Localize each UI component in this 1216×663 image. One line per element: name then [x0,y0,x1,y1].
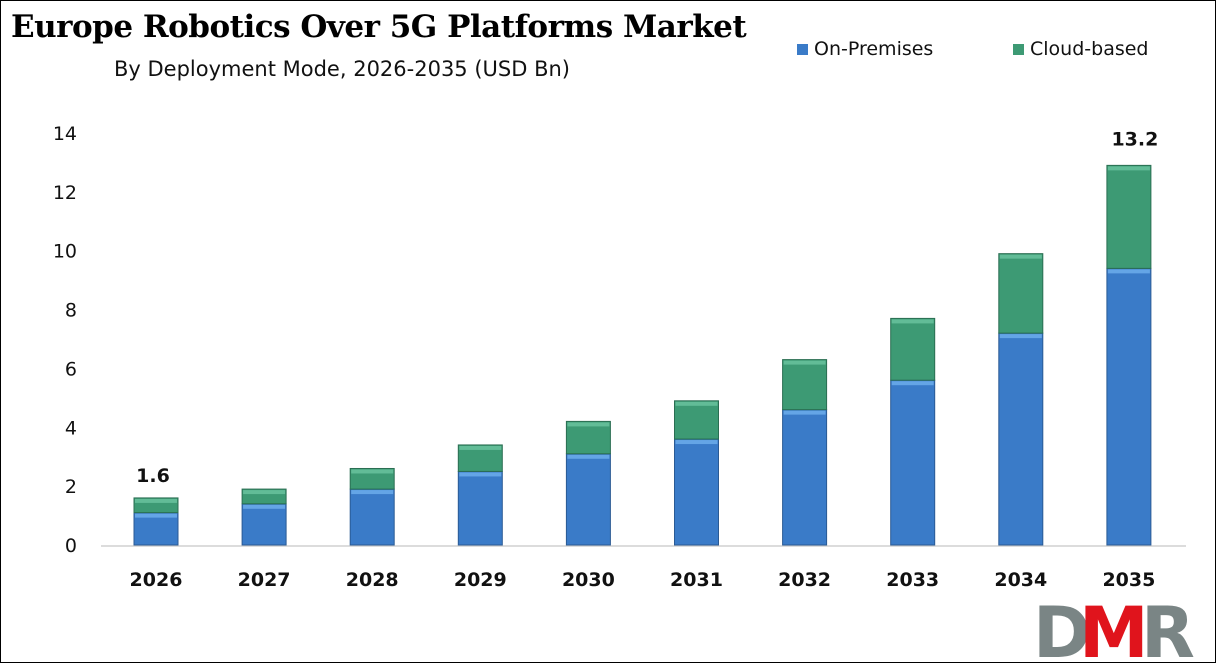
svg-text:M: M [1079,599,1149,661]
legend-item-on-premises: On-Premises [797,38,933,60]
y-tick-label: 0 [65,535,77,557]
bar-bevel [891,381,934,386]
bar-bevel [135,513,177,518]
bar-bevel [783,360,826,365]
bar-bevel [351,469,394,474]
bar-bevel [135,498,177,503]
legend-label: On-Premises [814,38,934,60]
legend-swatch-cloud-based [1013,43,1024,55]
legend-label: Cloud-based [1030,38,1149,60]
x-tick-label: 2029 [454,569,507,591]
bar-cloud-based-2031 [674,400,719,440]
bar-cloud-based-2028 [349,467,395,490]
legend-item-cloud-based: Cloud-based [1013,38,1148,60]
bar-bevel [999,334,1042,339]
bar-bevel [567,454,610,459]
bar-on-premises-2031 [674,438,719,546]
svg-text:D: D [1033,599,1091,661]
bar-on-premises-2032 [782,409,828,546]
y-tick-label: 2 [65,476,77,498]
bar-bevel [459,445,502,450]
y-tick-label: 8 [65,300,77,322]
x-tick-label: 2032 [778,569,831,591]
bar-bevel [891,319,934,324]
x-tick-label: 2035 [1102,569,1155,591]
x-tick-label: 2030 [562,569,615,591]
bar-bevel [243,490,286,495]
bar-on-premises-2026 [133,512,179,546]
x-tick-label: 2026 [130,569,183,591]
y-tick-label: 10 [53,241,77,263]
bar-bevel [459,472,502,477]
svg-text:R: R [1141,599,1195,661]
x-tick-label: 2027 [238,569,291,591]
bar-bevel [243,504,286,509]
y-tick-label: 6 [65,358,77,380]
bar-cloud-based-2030 [565,420,611,455]
chart-subtitle: By Deployment Mode, 2026-2035 (USD Bn) [114,57,570,81]
bar-bevel [675,440,718,445]
y-tick-label: 14 [53,123,77,145]
bar-cloud-based-2032 [782,359,828,411]
bar-on-premises-2035 [1106,267,1152,546]
x-tick-label: 2028 [346,569,399,591]
bar-bevel [351,490,394,495]
bar-cloud-based-2033 [890,317,936,381]
y-tick-label: 4 [65,417,77,439]
bar-bevel [999,254,1042,259]
bar-bevel [567,422,610,427]
bar-cloud-based-2035 [1106,164,1152,269]
bar-on-premises-2029 [457,470,503,546]
x-tick-label: 2033 [886,569,939,591]
bar-bevel [1107,269,1150,274]
bar-on-premises-2030 [565,453,611,546]
bar-bevel [783,410,826,415]
bar-bevel [675,401,718,406]
data-label: 1.6 [136,465,170,487]
legend-swatch-on-premises [797,43,808,55]
dmr-logo: D M R [1033,599,1195,661]
bar-on-premises-2033 [890,379,936,546]
bar-on-premises-2034 [998,332,1044,546]
data-label: 13.2 [1111,128,1158,150]
chart-title: Europe Robotics Over 5G Platforms Market [11,9,747,45]
bar-on-premises-2027 [241,503,287,546]
bar-bevel [1107,166,1150,171]
bar-cloud-based-2034 [998,253,1044,334]
x-tick-label: 2034 [994,569,1047,591]
bar-on-premises-2028 [349,488,395,546]
y-tick-label: 12 [53,182,77,204]
x-tick-label: 2031 [670,569,723,591]
